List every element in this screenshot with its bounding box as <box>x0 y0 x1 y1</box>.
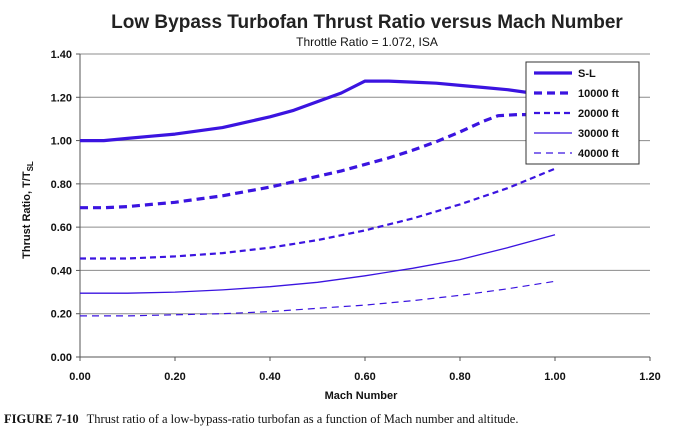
chart-subtitle: Throttle Ratio = 1.072, ISA <box>296 35 438 49</box>
chart-title: Low Bypass Turbofan Thrust Ratio versus … <box>111 12 623 33</box>
series-line <box>80 234 556 294</box>
series-lines <box>80 79 556 317</box>
y-tick-label: 0.80 <box>51 179 72 191</box>
axes <box>76 53 651 361</box>
grid-lines <box>80 53 650 315</box>
y-tick-label: 0.60 <box>51 222 72 234</box>
y-tick-label: 0.40 <box>51 265 72 277</box>
x-tick-label: 0.00 <box>69 371 90 383</box>
y-tick-labels: 0.00 0.20 0.40 0.60 0.80 1.00 1.20 1.40 <box>51 49 72 364</box>
y-tick-label: 1.20 <box>51 92 72 104</box>
figure-caption: FIGURE 7-10 Thrust ratio of a low-bypass-… <box>4 412 684 427</box>
y-axis-label: Thrust Ratio, T/TSL <box>21 161 35 259</box>
y-axis-label-main: Thrust Ratio, T/T <box>21 171 33 259</box>
x-tick-label: 0.20 <box>164 371 185 383</box>
x-tick-label: 0.60 <box>354 371 375 383</box>
legend-label: 30000 ft <box>578 128 619 140</box>
legend-label: S-L <box>578 68 596 80</box>
legend-label: 20000 ft <box>578 108 619 120</box>
legend-label: 40000 ft <box>578 148 619 160</box>
x-tick-label: 1.20 <box>639 371 660 383</box>
series-line <box>80 280 556 317</box>
x-tick-label: 0.40 <box>259 371 280 383</box>
x-tick-label: 1.00 <box>544 371 565 383</box>
x-tick-labels: 0.00 0.20 0.40 0.60 0.80 1.00 1.20 <box>69 371 660 383</box>
y-tick-label: 0.20 <box>51 309 72 321</box>
x-axis-label: Mach Number <box>325 390 398 402</box>
y-tick-label: 1.00 <box>51 136 72 148</box>
y-axis-label-subscript: SL <box>26 161 35 171</box>
y-tick-label: 0.00 <box>51 352 72 364</box>
figure-label: FIGURE 7-10 <box>4 412 79 426</box>
series-line <box>80 167 556 260</box>
legend: S-L 10000 ft 20000 ft 30000 ft 40000 ft <box>525 61 640 165</box>
y-tick-label: 1.40 <box>51 49 72 61</box>
legend-label: 10000 ft <box>578 88 619 100</box>
series-line <box>80 113 556 210</box>
series-line <box>80 79 556 143</box>
figure-caption-text: Thrust ratio of a low-bypass-ratio turbo… <box>86 412 519 426</box>
x-tick-label: 0.80 <box>449 371 470 383</box>
